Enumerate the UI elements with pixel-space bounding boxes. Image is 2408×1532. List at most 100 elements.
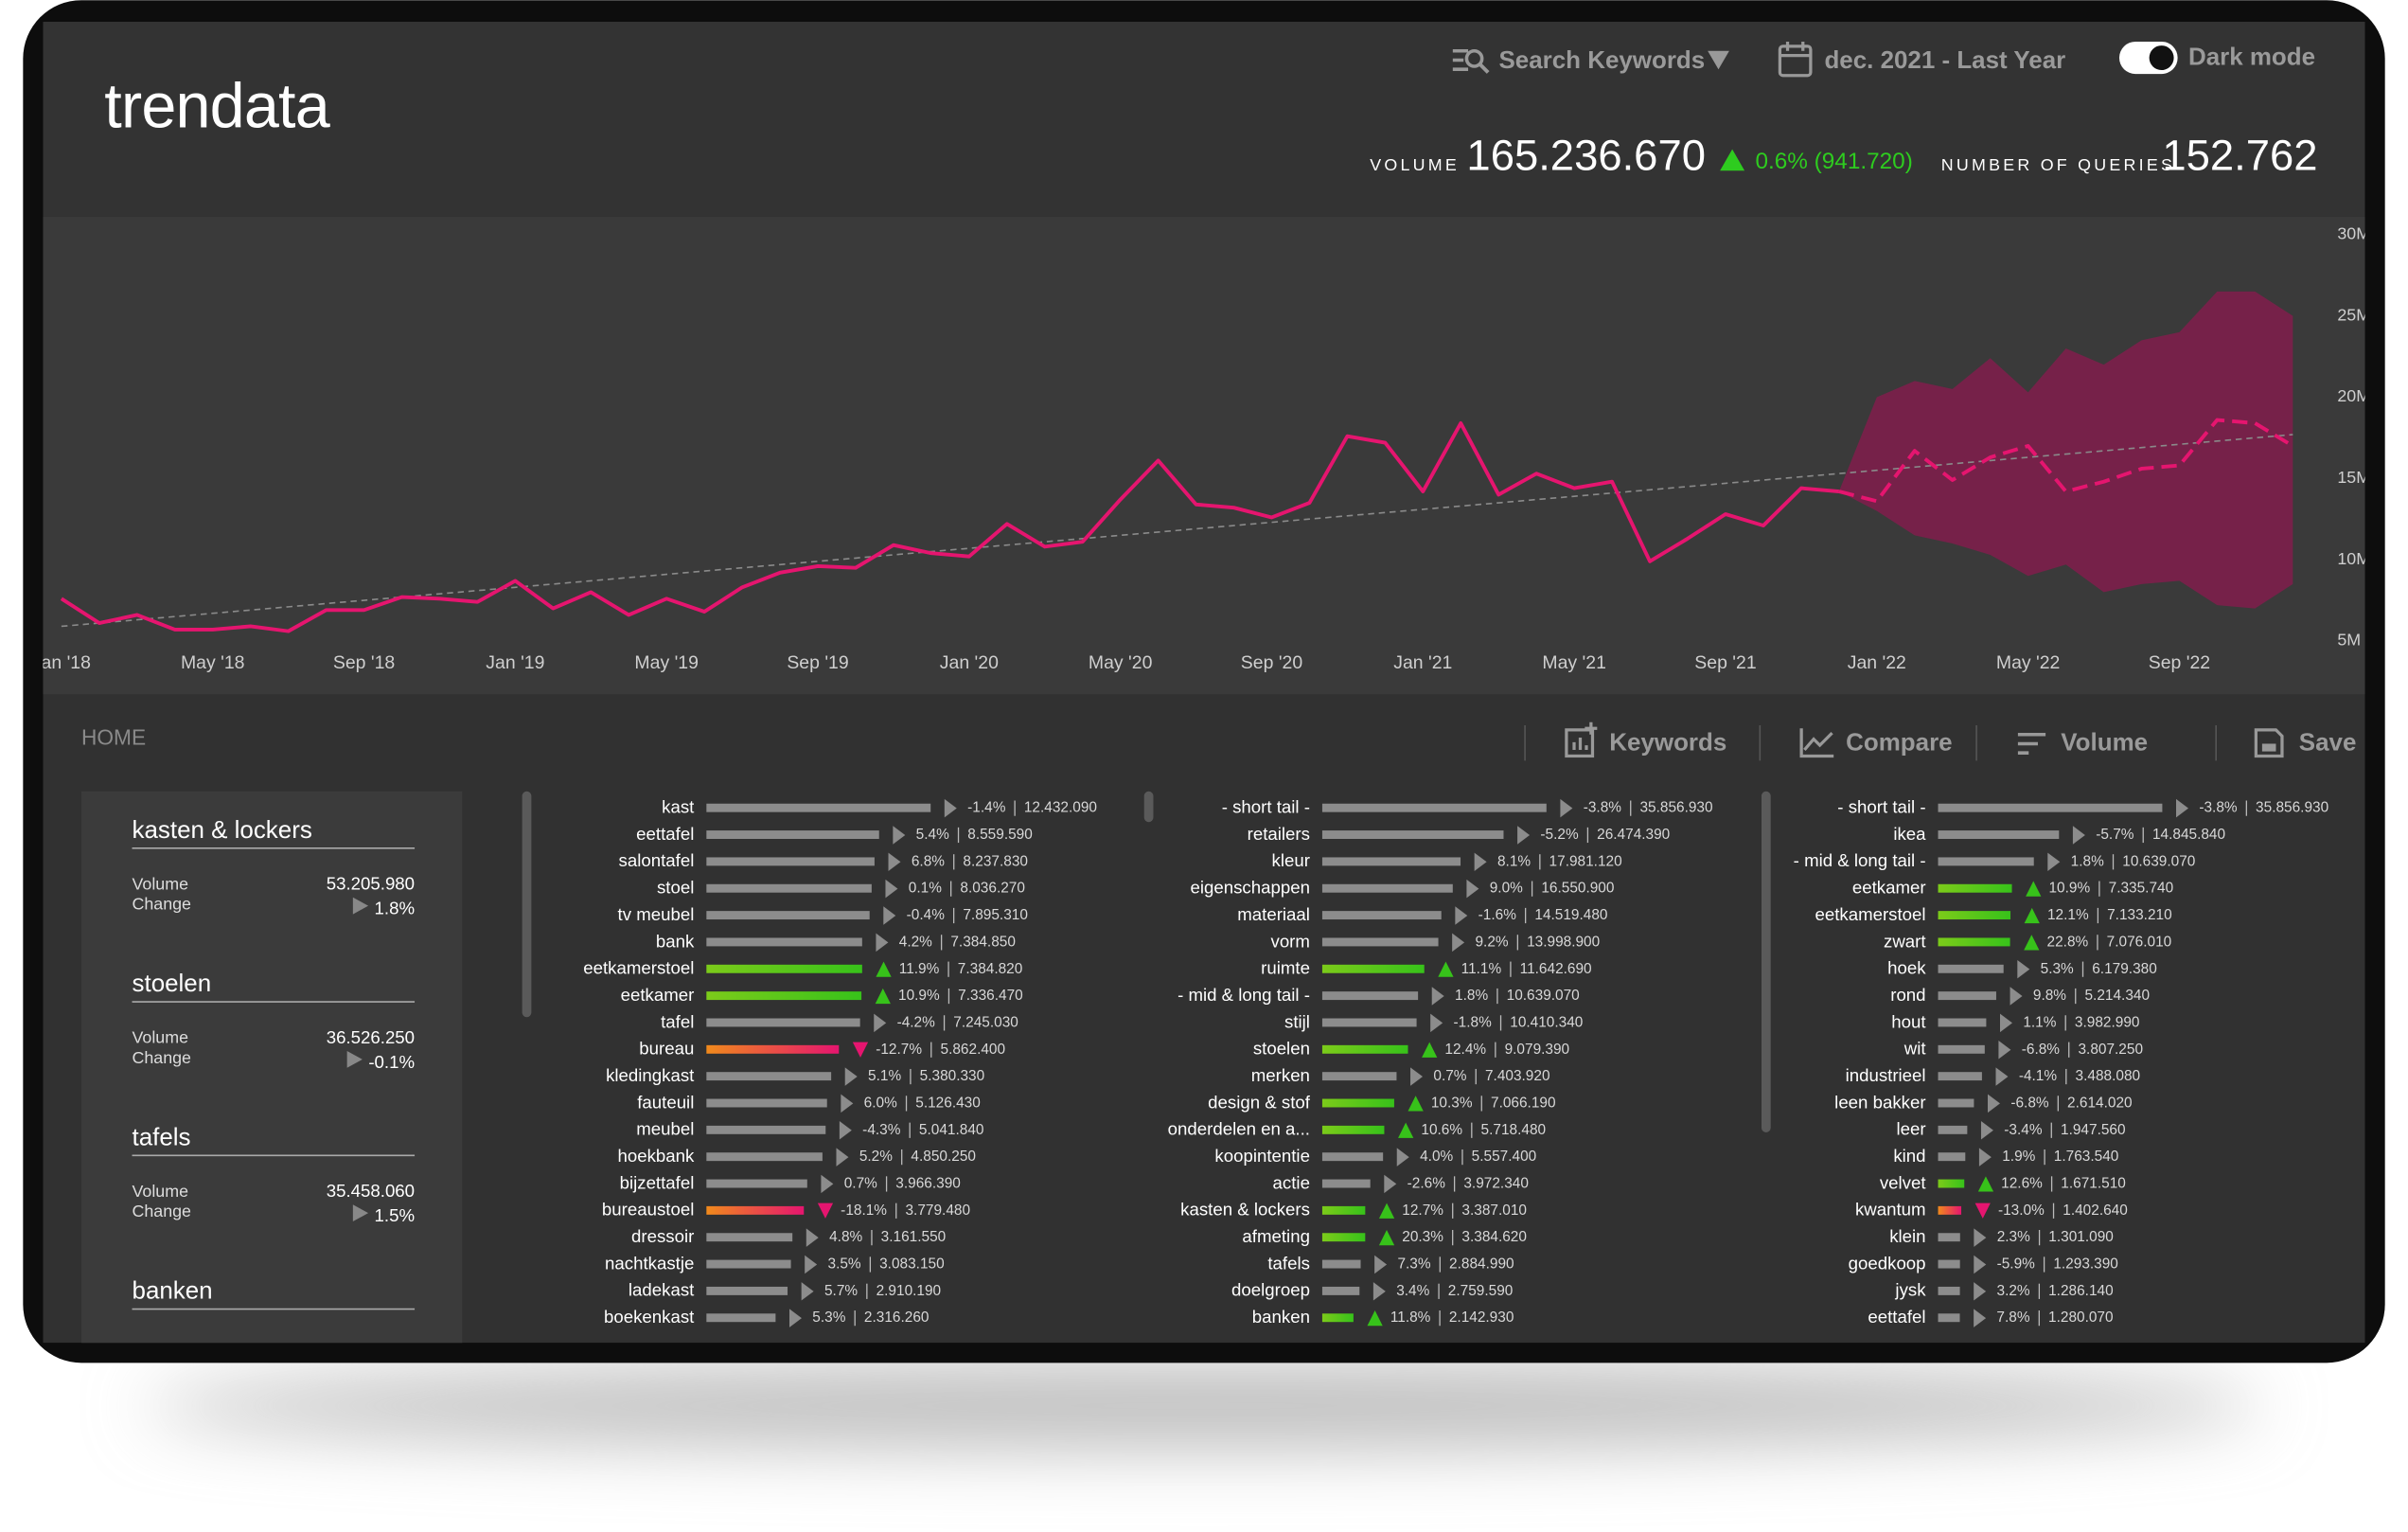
volume-value: 5.380.330 — [920, 1068, 985, 1084]
change-value: 5.1% — [868, 1068, 901, 1084]
change-value: 1.9% — [2002, 1149, 2035, 1165]
change-arrow — [844, 1067, 858, 1086]
x-tick-label: May '19 — [634, 652, 699, 673]
keyword: kasten & lockers — [1180, 1200, 1310, 1220]
volume-value: 2.910.190 — [876, 1283, 942, 1299]
volume-value: 3.972.340 — [1463, 1176, 1529, 1192]
change-value: 11.1% — [1461, 961, 1502, 977]
volume-value: 7.066.190 — [1491, 1095, 1556, 1111]
keywords-button[interactable]: Keywords — [1565, 721, 1726, 758]
dark-mode-label: Dark mode — [2188, 45, 2315, 71]
volume-value: 2.614.020 — [2067, 1095, 2133, 1111]
change-value: -1.8% — [1454, 1014, 1493, 1030]
scrollbar[interactable] — [1143, 791, 1154, 823]
change-arrow — [2072, 826, 2085, 845]
keyword: goedkoop — [1849, 1253, 1926, 1273]
search-icon — [1478, 62, 1490, 74]
volume-value: 11.642.690 — [1520, 961, 1592, 977]
keyword: eettafel — [636, 824, 694, 844]
y-tick-label: 20M — [2337, 386, 2370, 405]
change-arrow — [1431, 987, 1444, 1006]
card-change-arrow — [346, 1050, 363, 1068]
date-range: dec. 2021 - Last Year — [1824, 47, 2065, 74]
x-tick-label: Sep '20 — [1241, 652, 1303, 673]
change-arrow — [1384, 1174, 1397, 1194]
change-value: -0.4% — [907, 907, 946, 923]
volume-value: 7.076.010 — [2107, 934, 2172, 950]
keyword: leen bakker — [1834, 1092, 1925, 1112]
change-arrow — [2024, 935, 2040, 951]
compare-button[interactable]: Compare — [1799, 728, 1953, 758]
change-arrow — [841, 1094, 854, 1113]
keyword: vorm — [1271, 931, 1310, 951]
change-arrow — [874, 1013, 887, 1033]
volume-bar — [1321, 1152, 1384, 1162]
keyword: zwart — [1884, 931, 1926, 951]
change-arrow — [2024, 907, 2040, 924]
volume-bar — [1321, 857, 1461, 866]
logo: trendata — [104, 72, 329, 142]
card-change-arrow — [352, 897, 369, 915]
change-value: 10.9% — [2048, 881, 2090, 897]
card-change: 1.5% — [375, 1205, 416, 1225]
change-arrow — [876, 961, 892, 977]
keyword: bureaustoel — [602, 1200, 694, 1220]
volume-button[interactable]: Volume — [2017, 729, 2148, 756]
queries-value: 152.762 — [2162, 131, 2317, 179]
dark-mode-toggle[interactable]: Dark mode — [2118, 42, 2315, 75]
volume-value: 3.807.250 — [2078, 1042, 2143, 1058]
change-value: 7.3% — [1397, 1256, 1430, 1273]
change-value: 12.1% — [2047, 907, 2089, 923]
change-arrow — [806, 1228, 819, 1247]
change-value: 11.9% — [899, 961, 940, 977]
volume-bar — [1321, 1179, 1371, 1188]
date-picker[interactable]: dec. 2021 - Last Year — [1778, 42, 2065, 78]
search-icon — [1452, 48, 1469, 72]
scrollbar[interactable] — [1761, 791, 1771, 1132]
volume-value: 7.403.920 — [1485, 1068, 1550, 1084]
change-value: 4.0% — [1420, 1149, 1453, 1165]
volume-bar — [1321, 803, 1547, 812]
change-arrow — [1408, 1096, 1424, 1112]
scrollbar[interactable] — [522, 791, 532, 1018]
change-arrow — [1455, 906, 1468, 925]
change-arrow — [944, 798, 957, 818]
volume-value: 7.335.740 — [2109, 881, 2174, 897]
change-value: 3.2% — [1997, 1283, 2030, 1299]
x-tick-label: Sep '22 — [2149, 652, 2210, 673]
search[interactable]: Search Keywords — [1452, 47, 1729, 74]
volume-value: 17.981.120 — [1549, 853, 1622, 869]
volume-value: 7.895.310 — [963, 907, 1028, 923]
volume-value: 5.862.400 — [941, 1042, 1006, 1058]
keyword: jysk — [1894, 1280, 1926, 1300]
change-arrow — [1466, 879, 1479, 899]
header-bg — [43, 21, 2365, 217]
card-title: kasten & lockers — [133, 817, 312, 844]
change-arrow — [1517, 826, 1531, 845]
volume-bar — [706, 991, 862, 1001]
card-volume-label: Volume — [133, 1182, 189, 1201]
volume-value: 1.293.390 — [2053, 1256, 2118, 1273]
keyword: boekenkast — [604, 1307, 695, 1327]
change-arrow — [893, 826, 906, 845]
change-value: 1.1% — [2023, 1014, 2056, 1030]
change-value: 1.8% — [2071, 853, 2104, 869]
change-value: 3.5% — [828, 1256, 861, 1273]
card-volume-label: Volume — [133, 874, 189, 893]
card-change-label: Change — [133, 1048, 192, 1067]
volume-value: 7.384.850 — [950, 934, 1016, 950]
change-value: 5.2% — [859, 1149, 893, 1165]
change-value: 12.6% — [2001, 1176, 2043, 1192]
y-tick-label: 10M — [2337, 549, 2370, 568]
change-value: 9.8% — [2033, 988, 2066, 1004]
volume-value: 7.336.470 — [958, 988, 1023, 1004]
change-arrow — [1977, 1176, 1994, 1192]
volume-bar — [1938, 1098, 1974, 1108]
keyword: kleur — [1272, 850, 1310, 870]
save-button[interactable]: Save — [2254, 728, 2356, 758]
x-tick-label: Jan '20 — [940, 652, 999, 673]
volume-bar — [1321, 830, 1504, 840]
keyword: - short tail - — [1837, 797, 1925, 817]
volume-bar — [1938, 991, 1996, 1001]
change-value: 5.7% — [824, 1283, 858, 1299]
